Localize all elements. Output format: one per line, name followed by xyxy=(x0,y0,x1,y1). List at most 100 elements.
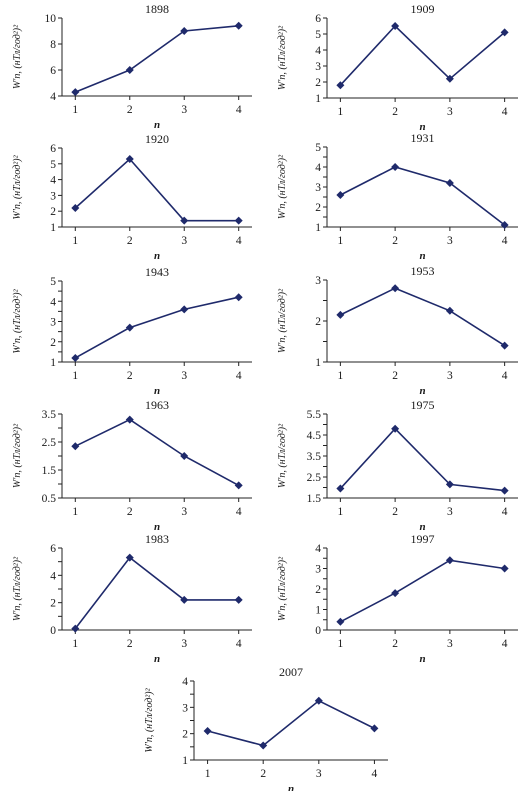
data-point xyxy=(203,727,212,736)
x-tick-label: 4 xyxy=(502,638,508,650)
chart-title: 1931 xyxy=(411,131,435,145)
y-tick-label: 6 xyxy=(315,13,321,25)
y-tick-label: 4 xyxy=(182,676,188,688)
x-tick-label: 4 xyxy=(236,235,242,247)
y-axis-title: W'n, (нТл/год²)² xyxy=(277,154,288,219)
y-tick-label: 3 xyxy=(50,190,56,202)
y-tick-label: 4 xyxy=(50,175,56,187)
y-tick-label: 3 xyxy=(315,61,321,73)
data-point xyxy=(180,27,189,35)
x-tick-label: 2 xyxy=(392,506,398,518)
y-axis-title: W'n, (нТл/год²)² xyxy=(12,423,23,488)
y-tick-label: 8 xyxy=(50,39,56,51)
y-tick-label: 4 xyxy=(50,296,56,308)
data-point xyxy=(125,415,134,424)
chart-title: 1920 xyxy=(145,132,169,146)
y-tick-label: 2 xyxy=(182,729,188,741)
y-tick-label: 3 xyxy=(50,317,56,329)
series-line xyxy=(74,296,239,359)
x-tick-label: 4 xyxy=(502,235,508,247)
y-tick-label: 1 xyxy=(50,357,56,369)
chart-panel-2007: 2007 1 2 3 4 1 2 3 4 n W'n, (нТл/год²)² xyxy=(144,665,388,795)
series-line xyxy=(339,427,505,492)
data-point xyxy=(500,221,509,229)
x-tick-label: 2 xyxy=(392,370,398,382)
x-axis-title: n xyxy=(419,385,425,397)
x-axis-title: n xyxy=(419,521,425,533)
x-tick-label: 3 xyxy=(316,768,322,780)
x-axis-title: n xyxy=(154,119,160,131)
data-point xyxy=(500,341,509,350)
data-point xyxy=(234,216,243,225)
chart-panel-1943: 1943 1 2 3 4 5 1 2 3 4 n W'n, (нТл/год²)² xyxy=(12,265,252,397)
data-point xyxy=(234,595,243,604)
y-tick-label: 6 xyxy=(50,65,56,77)
x-tick-label: 3 xyxy=(181,638,187,650)
x-tick-label: 4 xyxy=(236,506,242,518)
x-tick-label: 1 xyxy=(337,506,343,518)
x-tick-label: 1 xyxy=(337,638,343,650)
series-line xyxy=(74,25,239,93)
x-tick-label: 1 xyxy=(72,638,78,650)
y-tick-label: 1 xyxy=(315,605,321,617)
x-tick-label: 1 xyxy=(337,106,343,118)
chart-panel-1931: 1931 1 2 3 4 5 1 2 3 4 n W'n, (нТл/год²)² xyxy=(277,131,518,262)
series-line xyxy=(207,699,375,747)
y-tick-label: 4 xyxy=(315,162,321,174)
x-axis-title: n xyxy=(154,521,160,533)
chart-panel-1975: 1975 1.5 2.5 3.5 4.5 5.5 1 2 3 4 n W'n, (нТл/год²)² xyxy=(277,398,518,533)
chart-title: 1898 xyxy=(145,2,169,16)
y-tick-label: 1 xyxy=(50,222,56,234)
x-axis-title: n xyxy=(154,250,160,262)
data-point xyxy=(391,163,400,171)
x-tick-label: 2 xyxy=(127,370,133,382)
data-point xyxy=(336,617,345,626)
data-point xyxy=(234,481,243,490)
data-point xyxy=(500,486,509,495)
y-tick-label: 0 xyxy=(50,625,56,637)
x-tick-label: 4 xyxy=(372,768,378,780)
data-point xyxy=(71,88,80,97)
x-tick-label: 3 xyxy=(447,370,453,382)
chart-title: 1909 xyxy=(411,2,435,16)
y-axis-title: W'n, (нТл/год²)² xyxy=(12,288,23,353)
y-axis-title: W'n, (нТл/год²)² xyxy=(277,288,288,353)
x-tick-label: 2 xyxy=(392,638,398,650)
data-point xyxy=(71,353,80,362)
x-tick-label: 3 xyxy=(181,370,187,382)
y-tick-label: 1 xyxy=(182,755,188,767)
x-tick-label: 1 xyxy=(72,506,78,518)
data-point xyxy=(391,284,400,293)
data-point xyxy=(180,595,189,604)
chart-title: 1975 xyxy=(411,398,435,412)
x-tick-label: 1 xyxy=(205,768,211,780)
chart-panel-1997: 1997 0 1 2 3 4 1 2 3 4 n W'n, (нТл/год²)² xyxy=(277,532,518,665)
y-axis-title: W'n, (нТл/год²)² xyxy=(277,25,288,90)
y-tick-label: 2 xyxy=(315,316,321,328)
chart-panel-1953: 1953 1 2 3 1 2 3 4 n W'n, (нТл/год²)² xyxy=(277,264,518,397)
data-point xyxy=(71,442,80,451)
data-point xyxy=(445,179,454,187)
data-point xyxy=(445,74,454,83)
data-point xyxy=(391,22,400,30)
x-tick-label: 1 xyxy=(337,235,343,247)
y-tick-label: 6 xyxy=(50,143,56,155)
y-tick-label: 3.5 xyxy=(307,451,322,463)
x-axis-title: n xyxy=(419,250,425,262)
data-point xyxy=(234,293,243,302)
y-tick-label: 4 xyxy=(315,45,321,57)
y-tick-label: 3 xyxy=(182,702,188,714)
data-point xyxy=(391,424,400,433)
x-tick-label: 2 xyxy=(127,638,133,650)
y-tick-label: 2 xyxy=(50,598,56,610)
x-tick-label: 3 xyxy=(181,235,187,247)
y-tick-label: 2 xyxy=(315,202,321,214)
series-line xyxy=(74,157,239,222)
y-tick-label: 2 xyxy=(315,584,321,596)
data-point xyxy=(500,564,509,573)
x-axis-title: n xyxy=(154,653,160,665)
data-point xyxy=(336,81,345,90)
x-axis-title: n xyxy=(288,783,294,791)
